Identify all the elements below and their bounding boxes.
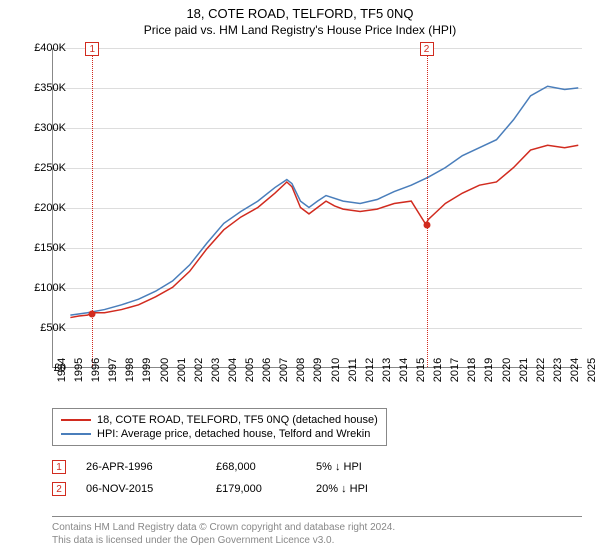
series-hpi (70, 86, 578, 315)
x-axis-label: 1998 (124, 358, 136, 382)
transaction-date: 06-NOV-2015 (86, 483, 196, 495)
x-axis-label: 2009 (312, 358, 324, 382)
x-axis-label: 2015 (415, 358, 427, 382)
x-axis-label: 2001 (176, 358, 188, 382)
x-axis-label: 2020 (501, 358, 513, 382)
event-dot-1 (89, 310, 96, 317)
x-axis-label: 1995 (73, 358, 85, 382)
x-axis-label: 2006 (261, 358, 273, 382)
transaction-price: £68,000 (216, 461, 296, 473)
page-title: 18, COTE ROAD, TELFORD, TF5 0NQ (0, 0, 600, 21)
x-axis-label: 2025 (586, 358, 598, 382)
transaction-date: 26-APR-1996 (86, 461, 196, 473)
x-axis-label: 1997 (107, 358, 119, 382)
y-axis-label: £50K (16, 322, 66, 334)
chart-plot-area: 12 (52, 48, 582, 368)
x-axis-label: 1999 (141, 358, 153, 382)
x-axis-label: 2023 (552, 358, 564, 382)
page-subtitle: Price paid vs. HM Land Registry's House … (0, 21, 600, 37)
x-axis-label: 2019 (483, 358, 495, 382)
x-axis-label: 2005 (244, 358, 256, 382)
x-axis-label: 2000 (159, 358, 171, 382)
x-axis-label: 2016 (432, 358, 444, 382)
event-marker-1: 1 (85, 42, 99, 56)
legend-item: HPI: Average price, detached house, Telf… (61, 427, 378, 441)
y-axis-label: £250K (16, 162, 66, 174)
footer-line-1: Contains HM Land Registry data © Crown c… (52, 521, 582, 534)
x-axis-label: 2018 (466, 358, 478, 382)
y-axis-label: £350K (16, 82, 66, 94)
transaction-table: 1 26-APR-1996 £68,000 5% ↓ HPI 2 06-NOV-2015 £… (52, 456, 416, 500)
x-axis-label: 2010 (330, 358, 342, 382)
legend-swatch (61, 433, 91, 435)
y-axis-label: £100K (16, 282, 66, 294)
x-axis-label: 2014 (398, 358, 410, 382)
x-axis-label: 2013 (381, 358, 393, 382)
event-line-1 (92, 48, 93, 367)
legend: 18, COTE ROAD, TELFORD, TF5 0NQ (detache… (52, 408, 387, 446)
chart-lines (53, 48, 582, 367)
x-axis-label: 2017 (449, 358, 461, 382)
x-axis-label: 2003 (210, 358, 222, 382)
x-axis-label: 2021 (518, 358, 530, 382)
footer-line-2: This data is licensed under the Open Gov… (52, 534, 582, 547)
transaction-marker: 1 (52, 460, 66, 474)
legend-label: 18, COTE ROAD, TELFORD, TF5 0NQ (detache… (97, 414, 378, 426)
series-property (70, 145, 578, 317)
legend-item: 18, COTE ROAD, TELFORD, TF5 0NQ (detache… (61, 413, 378, 427)
x-axis-label: 2024 (569, 358, 581, 382)
event-marker-2: 2 (420, 42, 434, 56)
y-axis-label: £150K (16, 242, 66, 254)
transaction-marker: 2 (52, 482, 66, 496)
transaction-row: 2 06-NOV-2015 £179,000 20% ↓ HPI (52, 478, 416, 500)
transaction-price: £179,000 (216, 483, 296, 495)
transaction-pct: 5% ↓ HPI (316, 461, 416, 473)
x-axis-label: 2007 (278, 358, 290, 382)
transaction-row: 1 26-APR-1996 £68,000 5% ↓ HPI (52, 456, 416, 478)
x-axis-label: 2022 (535, 358, 547, 382)
x-axis-label: 2011 (347, 358, 359, 382)
y-axis-label: £200K (16, 202, 66, 214)
legend-label: HPI: Average price, detached house, Telf… (97, 428, 370, 440)
x-axis-label: 2008 (295, 358, 307, 382)
x-axis-label: 2012 (364, 358, 376, 382)
x-axis-label: 1994 (56, 358, 68, 382)
x-axis-label: 2004 (227, 358, 239, 382)
y-axis-label: £400K (16, 42, 66, 54)
x-axis-label: 2002 (193, 358, 205, 382)
legend-swatch (61, 419, 91, 421)
y-axis-label: £300K (16, 122, 66, 134)
x-axis-label: 1996 (90, 358, 102, 382)
transaction-pct: 20% ↓ HPI (316, 483, 416, 495)
event-line-2 (427, 48, 428, 367)
event-dot-2 (423, 221, 430, 228)
footer: Contains HM Land Registry data © Crown c… (52, 516, 582, 547)
chart-container: 18, COTE ROAD, TELFORD, TF5 0NQ Price pa… (0, 0, 600, 560)
